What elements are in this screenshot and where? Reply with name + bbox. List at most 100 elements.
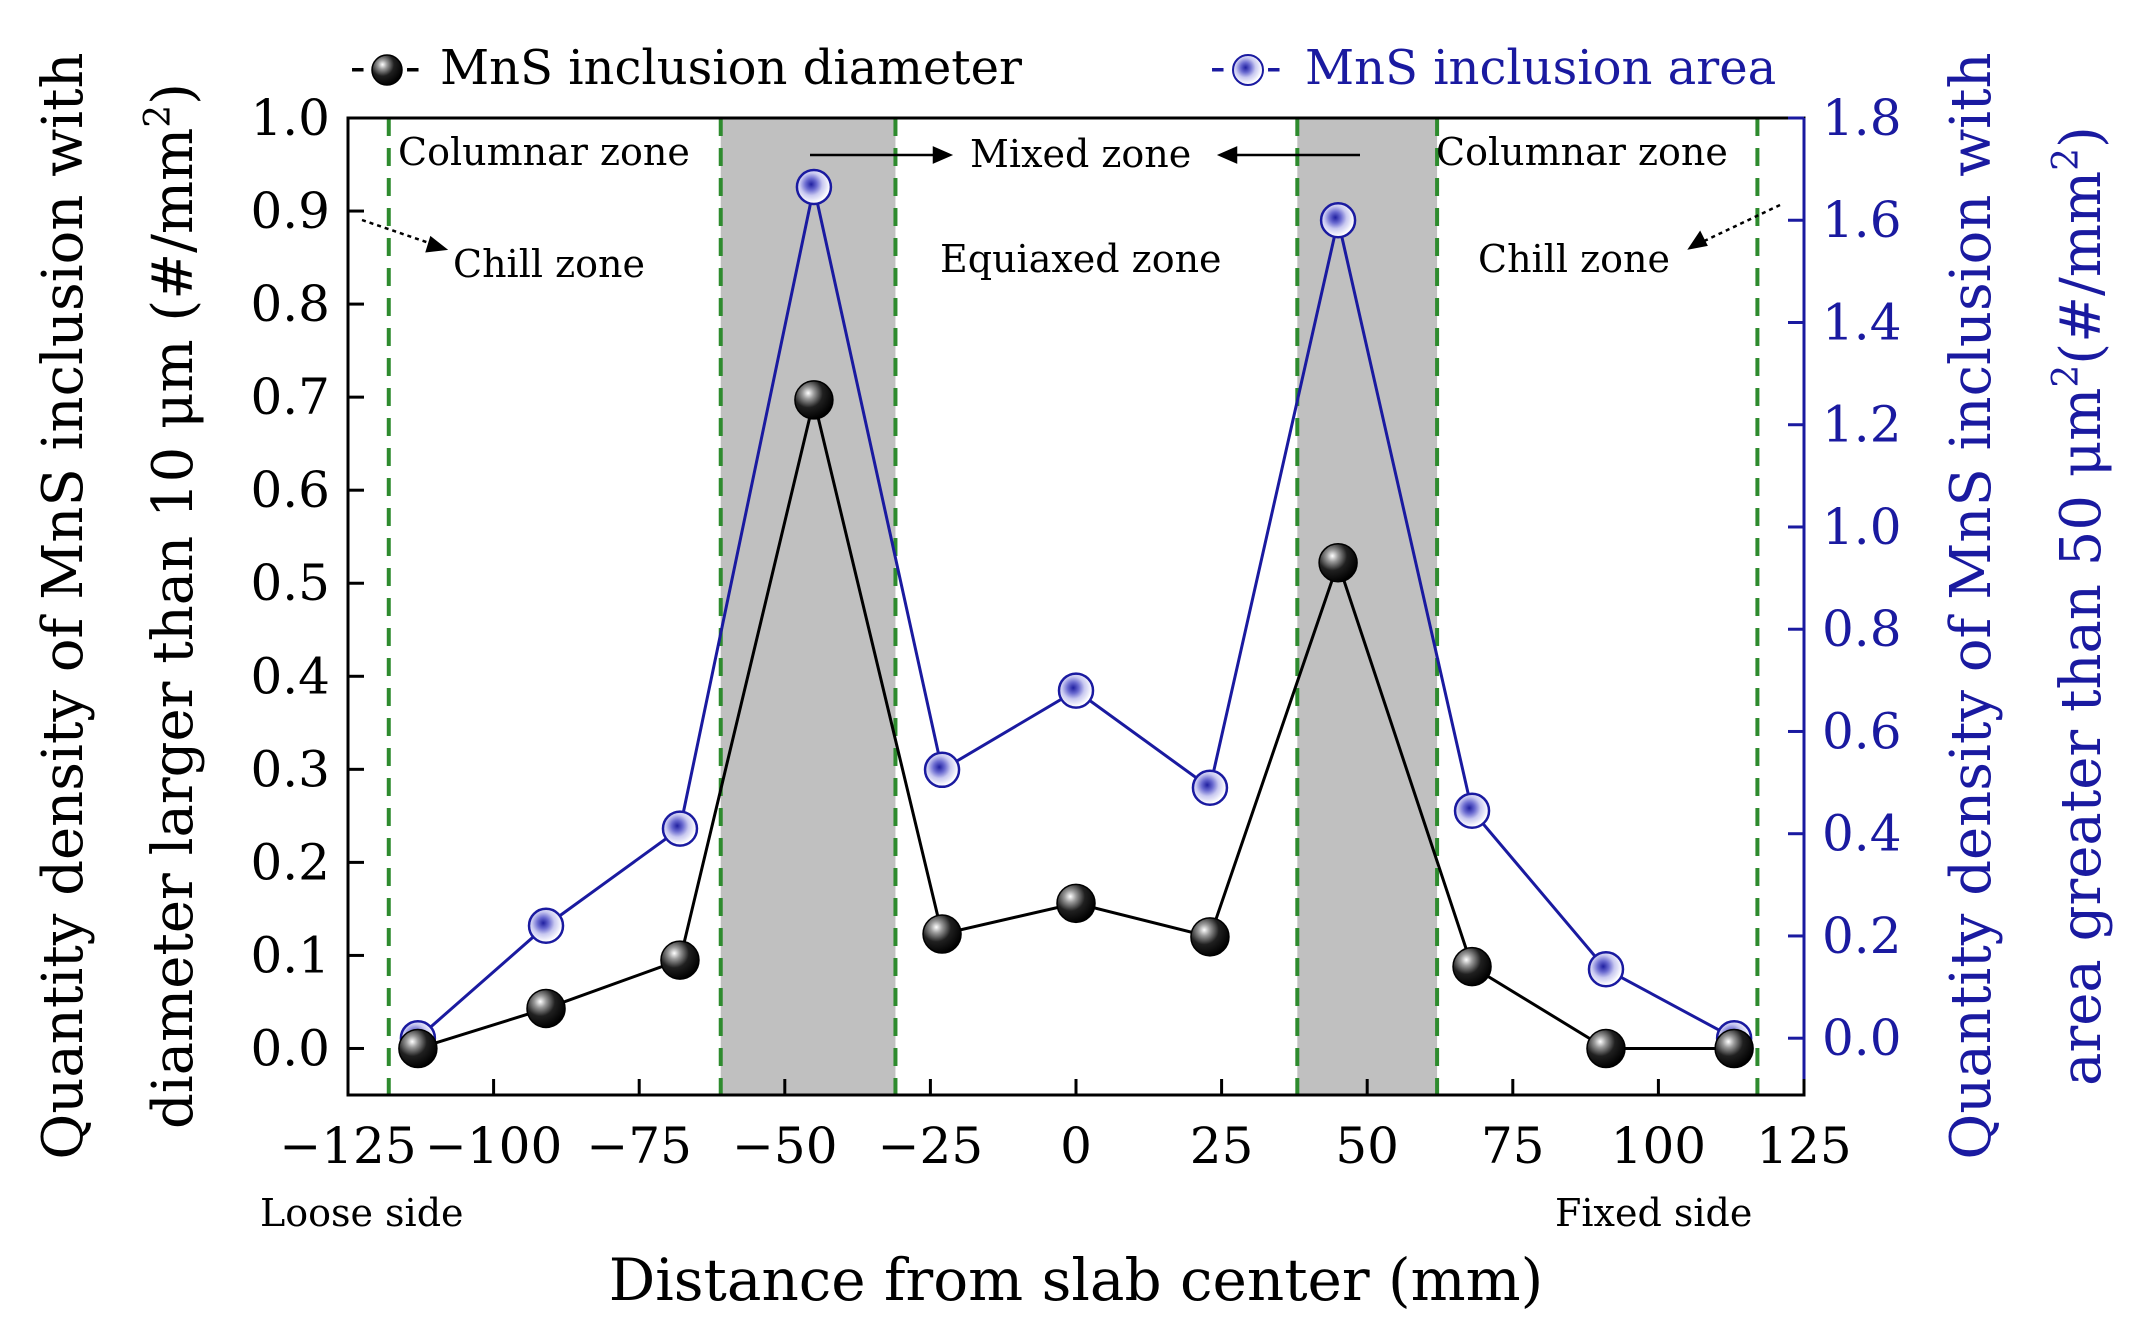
area-point-2 xyxy=(661,810,699,847)
legend-item-area: - - MnS inclusion area xyxy=(1210,39,1776,96)
x-axis-label: Distance from slab center (mm) xyxy=(609,1246,1544,1314)
left-y-axis-label: Quantity density of MnS inclusion with d… xyxy=(31,52,206,1159)
annotation-chill-left: Chill zone xyxy=(453,242,645,286)
chill-right-arrowhead xyxy=(1687,230,1708,250)
area-point-3 xyxy=(795,168,833,206)
right-y-tick-label-3: 0.6 xyxy=(1822,702,1902,760)
shaded-zone-0 xyxy=(720,118,896,1095)
area-point-8 xyxy=(1453,792,1491,829)
annotation-mixed: Mixed zone xyxy=(970,132,1191,176)
x-tick-label-10: 125 xyxy=(1756,1117,1851,1175)
shaded-zone-1 xyxy=(1297,118,1438,1095)
area-point-4 xyxy=(923,751,961,789)
right-y-tick-label-1: 0.2 xyxy=(1822,907,1902,965)
left-y-tick-label-3: 0.3 xyxy=(250,740,330,798)
x-tick-label-8: 75 xyxy=(1481,1117,1545,1175)
x-tick-label-1: −100 xyxy=(425,1117,562,1175)
left-y-label-line2-sup: 2 xyxy=(138,105,179,128)
area-point-5 xyxy=(1057,672,1095,709)
left-y-tick-label-6: 0.6 xyxy=(250,461,330,519)
diameter-point-6 xyxy=(1190,917,1230,957)
legend-area-marker xyxy=(1232,54,1264,86)
x-tick-label-4: −25 xyxy=(878,1117,984,1175)
diameter-point-5 xyxy=(1056,883,1096,924)
diameter-point-1 xyxy=(526,988,566,1029)
legend-area-label: MnS inclusion area xyxy=(1305,40,1776,96)
legend-diameter-dash-right: - xyxy=(405,39,421,93)
legend-diameter-label: MnS inclusion diameter xyxy=(440,40,1022,96)
diameter-point-10 xyxy=(1714,1028,1754,1069)
legend-area-dash-right: - xyxy=(1266,39,1282,93)
right-y-tick-label-5: 1.0 xyxy=(1822,498,1902,556)
right-y-label-line2-main: area greater than 50 μm xyxy=(2049,388,2114,1086)
series-area xyxy=(399,168,1753,1057)
right-y-label-line2-sup1: 2 xyxy=(2046,365,2087,388)
x-tick-label-9: 100 xyxy=(1611,1117,1706,1175)
diameter-point-4 xyxy=(922,914,962,954)
left-y-tick-label-0: 0.0 xyxy=(250,1019,330,1077)
zone-boundary-lines xyxy=(386,118,1760,1095)
x-tick-label-6: 25 xyxy=(1190,1117,1254,1175)
right-y-label-line2-sup2: 2 xyxy=(2046,148,2087,171)
chill-right-arrow xyxy=(1699,203,1781,245)
legend-area-dash-left: - xyxy=(1210,39,1226,93)
left-y-axis-ticks: 0.0 0.1 0.2 0.3 0.4 0.5 0.6 0.7 0.8 0.9 1.0 xyxy=(250,89,364,1077)
right-y-tick-label-7: 1.4 xyxy=(1822,293,1902,351)
left-y-tick-label-10: 1.0 xyxy=(250,89,330,147)
legend: - - MnS inclusion diameter - - MnS inclu… xyxy=(350,39,1776,96)
left-y-tick-label-9: 0.9 xyxy=(250,182,330,240)
left-y-tick-label-4: 0.4 xyxy=(250,647,330,705)
right-y-tick-label-9: 1.8 xyxy=(1822,89,1902,147)
left-y-tick-label-8: 0.8 xyxy=(250,275,330,333)
right-y-axis-ticks: 0.0 0.2 0.4 0.6 0.8 1.0 1.2 1.4 1.6 1.8 xyxy=(1788,89,1902,1067)
mixed-arrowhead-right xyxy=(1216,146,1238,164)
chill-left-arrowhead xyxy=(425,235,449,253)
left-y-tick-label-1: 0.1 xyxy=(250,926,330,984)
left-y-label-line1: Quantity density of MnS inclusion with xyxy=(31,52,96,1159)
zone-shading xyxy=(720,118,1438,1095)
annotation-loose-side: Loose side xyxy=(260,1191,464,1235)
left-y-label-line2-end: ) xyxy=(141,83,206,105)
diameter-line xyxy=(417,399,1735,1050)
left-y-tick-label-7: 0.7 xyxy=(250,368,330,426)
series-diameter xyxy=(398,380,1754,1069)
x-tick-label-7: 50 xyxy=(1335,1117,1399,1175)
annotation-equiaxed: Equiaxed zone xyxy=(940,237,1222,281)
diameter-point-9 xyxy=(1586,1028,1626,1069)
x-axis-ticks: −125 −100 −75 −50 −25 0 25 50 75 100 125 xyxy=(279,1079,1852,1175)
diameter-point-8 xyxy=(1452,946,1492,987)
right-y-tick-label-4: 0.8 xyxy=(1822,600,1902,658)
area-point-6 xyxy=(1191,769,1229,806)
right-y-tick-label-2: 0.4 xyxy=(1822,805,1902,863)
chill-left-arrow xyxy=(361,218,436,247)
x-tick-label-3: −50 xyxy=(732,1117,838,1175)
x-tick-label-5: 0 xyxy=(1060,1117,1092,1175)
x-tick-label-2: −75 xyxy=(586,1117,692,1175)
right-y-label-line1: Quantity density of MnS inclusion with xyxy=(1939,52,2004,1159)
annotation-arrows xyxy=(361,146,1781,253)
right-y-label-line2-mid: (#/mm xyxy=(2049,171,2114,365)
right-y-axis-label: Quantity density of MnS inclusion with a… xyxy=(1939,52,2114,1159)
left-y-tick-label-2: 0.2 xyxy=(250,833,330,891)
annotation-fixed-side: Fixed side xyxy=(1555,1191,1752,1235)
diameter-point-7 xyxy=(1318,543,1358,583)
diameter-point-2 xyxy=(660,940,700,980)
legend-diameter-dash-left: - xyxy=(350,39,366,93)
right-y-label-line2-end: ) xyxy=(2049,126,2114,148)
area-point-9 xyxy=(1587,950,1625,988)
annotation-chill-right: Chill zone xyxy=(1478,237,1670,281)
x-tick-label-0: −125 xyxy=(279,1117,416,1175)
right-y-tick-label-0: 0.0 xyxy=(1822,1009,1902,1067)
area-point-7 xyxy=(1319,201,1357,239)
annotation-columnar-right: Columnar zone xyxy=(1436,130,1728,174)
diameter-point-0 xyxy=(398,1028,438,1069)
left-y-tick-label-5: 0.5 xyxy=(250,554,330,612)
right-y-label-line2: area greater than 50 μm2(#/mm2) xyxy=(2046,126,2114,1086)
left-y-label-line2: diameter larger than 10 μm (#/mm2) xyxy=(138,83,206,1129)
annotation-columnar-left: Columnar zone xyxy=(398,130,690,174)
area-point-1 xyxy=(527,907,565,944)
mixed-arrowhead-left xyxy=(932,146,954,164)
legend-diameter-marker xyxy=(371,54,403,86)
right-y-tick-label-6: 1.2 xyxy=(1822,396,1902,454)
